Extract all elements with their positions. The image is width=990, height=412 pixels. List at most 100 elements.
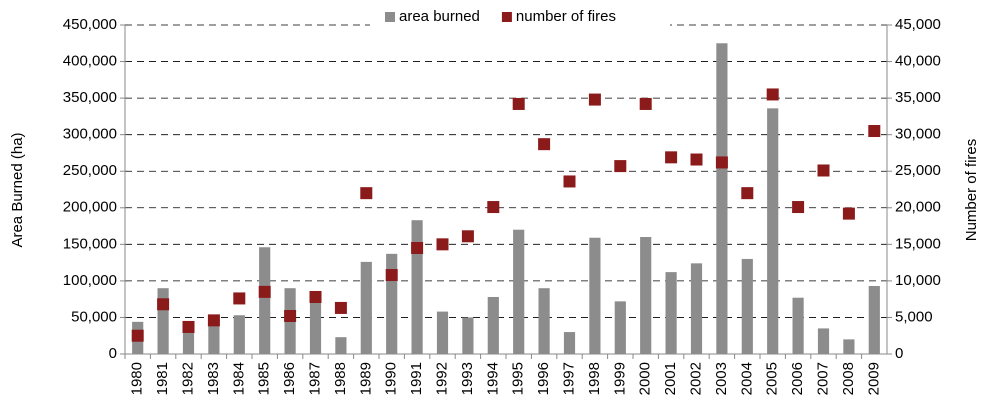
bar xyxy=(462,317,474,354)
y-tick-label: 0 xyxy=(109,345,117,362)
bar xyxy=(817,328,830,354)
bar xyxy=(843,339,855,354)
x-tick-label: 1990 xyxy=(383,362,400,395)
point xyxy=(690,153,703,166)
x-tick-label: 1983 xyxy=(205,362,222,395)
bar xyxy=(792,297,804,354)
bar xyxy=(335,337,347,354)
point xyxy=(258,285,271,298)
legend-bg xyxy=(370,13,670,37)
y2-tick-label: 10,000 xyxy=(895,272,941,289)
x-tick-label: 1987 xyxy=(306,362,323,395)
y2-tick-label: 5,000 xyxy=(895,308,933,325)
y-tick-label: 350,000 xyxy=(63,89,117,106)
bar xyxy=(157,288,169,354)
point xyxy=(487,201,500,214)
bar xyxy=(614,301,626,354)
x-tick-label: 2002 xyxy=(687,362,704,395)
legend-swatch xyxy=(385,12,395,22)
point xyxy=(563,175,576,188)
y2-tick-label: 15,000 xyxy=(895,235,941,252)
bar xyxy=(741,258,753,354)
x-tick-label: 2003 xyxy=(713,362,730,395)
point xyxy=(741,187,754,200)
point xyxy=(131,329,144,342)
bar xyxy=(589,237,601,354)
point xyxy=(538,138,551,151)
y-tick-label: 250,000 xyxy=(63,162,117,179)
point xyxy=(182,320,195,333)
bar xyxy=(386,253,398,354)
y2-tick-label: 30,000 xyxy=(895,126,941,143)
legend: area burned number of fires xyxy=(370,8,670,37)
x-tick-label: 2005 xyxy=(764,362,781,395)
bar xyxy=(690,263,703,354)
point xyxy=(157,298,170,311)
y2-tick-label: 20,000 xyxy=(895,199,941,216)
bar xyxy=(182,321,195,354)
x-tick-label: 1997 xyxy=(560,362,577,395)
point xyxy=(792,201,805,214)
legend-label: area burned xyxy=(399,8,480,25)
x-tick-label: 1981 xyxy=(154,362,171,395)
y2-tick-label: 40,000 xyxy=(895,53,941,70)
x-tick-label: 1998 xyxy=(586,362,603,395)
bar xyxy=(538,288,550,354)
point xyxy=(436,238,449,251)
y-tick-label: 50,000 xyxy=(71,308,117,325)
bar xyxy=(233,315,245,354)
x-tick-label: 2007 xyxy=(814,362,831,395)
y-tick-label: 300,000 xyxy=(63,126,117,143)
x-tick-label: 2000 xyxy=(637,362,654,395)
x-tick-label: 1989 xyxy=(357,362,374,395)
x-tick-label: 2004 xyxy=(738,362,755,395)
x-tick-label: 1999 xyxy=(611,362,628,395)
bar xyxy=(868,286,880,354)
y-tick-label: 400,000 xyxy=(63,53,117,70)
x-tick-label: 1995 xyxy=(510,362,527,395)
point xyxy=(817,164,830,177)
y2-axis-label: Number of fires xyxy=(963,139,980,242)
x-tick-label: 2006 xyxy=(789,362,806,395)
bar xyxy=(487,296,499,354)
x-tick-label: 2008 xyxy=(840,362,857,395)
x-tick-label: 1985 xyxy=(256,362,273,395)
point xyxy=(360,187,373,200)
point xyxy=(385,269,398,282)
point xyxy=(461,230,474,243)
bar xyxy=(259,247,271,354)
y-tick-label: 200,000 xyxy=(63,199,117,216)
y-tick-label: 150,000 xyxy=(63,235,117,252)
point xyxy=(233,292,246,305)
legend-label: number of fires xyxy=(516,8,616,25)
bar xyxy=(640,237,652,354)
y-tick-label: 100,000 xyxy=(63,272,117,289)
x-tick-label: 2009 xyxy=(865,362,882,395)
x-tick-label: 1992 xyxy=(433,362,450,395)
bar xyxy=(716,43,728,355)
bar xyxy=(309,299,322,354)
point xyxy=(868,125,881,138)
x-tick-label: 1996 xyxy=(535,362,552,395)
y2-tick-label: 45,000 xyxy=(895,16,941,33)
y2-tick-label: 0 xyxy=(895,345,903,362)
point xyxy=(309,290,322,303)
y-tick-label: 450,000 xyxy=(63,16,117,33)
x-tick-label: 1988 xyxy=(332,362,349,395)
bar xyxy=(360,261,372,354)
x-tick-label: 1991 xyxy=(408,362,425,395)
point xyxy=(665,151,678,164)
x-tick-label: 1994 xyxy=(484,362,501,395)
bar xyxy=(436,311,449,354)
bar xyxy=(513,229,525,354)
bar xyxy=(563,332,576,354)
point xyxy=(639,97,652,110)
y-axis-label: Area Burned (ha) xyxy=(9,132,26,247)
point xyxy=(588,93,601,106)
bar xyxy=(665,272,677,354)
point xyxy=(284,309,297,322)
point xyxy=(334,301,347,314)
legend-swatch xyxy=(501,12,512,22)
x-tick-label: 1993 xyxy=(459,362,476,395)
